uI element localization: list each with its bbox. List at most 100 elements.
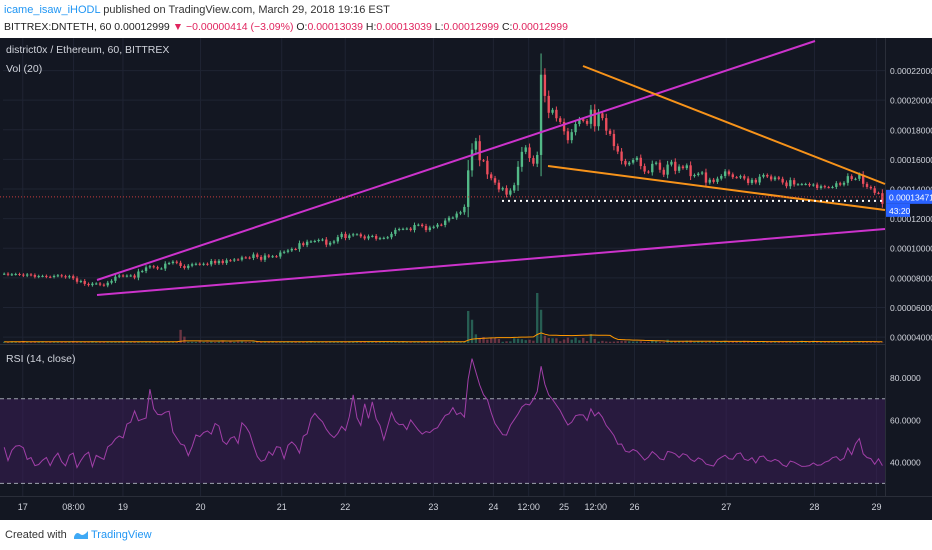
candle-body bbox=[716, 178, 719, 182]
candle-body bbox=[881, 193, 884, 204]
volume-bar bbox=[628, 341, 631, 343]
volume-bar bbox=[68, 341, 71, 343]
candle-body bbox=[585, 120, 589, 124]
candle-body bbox=[766, 174, 769, 177]
volume-bar bbox=[194, 341, 198, 343]
candle-body bbox=[363, 236, 366, 239]
volume-bar bbox=[187, 341, 190, 343]
candle-body bbox=[819, 186, 823, 188]
candle-body bbox=[190, 264, 194, 266]
time-tick-label: 25 bbox=[559, 502, 569, 512]
author-link[interactable]: icame_isaw_iHODL bbox=[4, 4, 101, 16]
lower-channel-line[interactable] bbox=[96, 228, 886, 296]
volume-bar bbox=[608, 341, 612, 343]
candle-body bbox=[743, 176, 746, 179]
candle-body bbox=[359, 234, 363, 237]
candle-body bbox=[789, 180, 792, 187]
candle-body bbox=[524, 147, 527, 152]
candle-body bbox=[570, 132, 573, 141]
volume-bar bbox=[869, 342, 873, 343]
volume-bar bbox=[14, 341, 17, 343]
candle-body bbox=[56, 275, 60, 277]
upper-wedge-line[interactable] bbox=[582, 65, 886, 185]
volume-bar bbox=[501, 341, 504, 343]
candle-body bbox=[861, 174, 865, 184]
volume-bar bbox=[677, 341, 681, 343]
candle-body bbox=[685, 165, 688, 169]
candle-body bbox=[294, 248, 297, 250]
volume-bar bbox=[355, 341, 359, 343]
chart-svg[interactable]: 0.00022000 0.00020000 0.00018000 0.00016000… bbox=[0, 38, 932, 520]
candle-body bbox=[639, 157, 642, 167]
candle-body bbox=[156, 267, 159, 269]
volume-bar bbox=[750, 342, 754, 343]
volume-bar bbox=[854, 342, 857, 343]
tradingview-link[interactable]: TradingView bbox=[91, 529, 152, 541]
volume-bar bbox=[144, 341, 148, 343]
volume-bar bbox=[309, 341, 313, 343]
candle-body bbox=[700, 172, 704, 174]
candle-body bbox=[325, 239, 328, 245]
candle-body bbox=[236, 259, 240, 261]
time-tick-label: 29 bbox=[872, 502, 882, 512]
candle-body bbox=[332, 241, 336, 243]
lower-wedge-line[interactable] bbox=[547, 165, 886, 211]
candle-body bbox=[858, 174, 861, 179]
volume-bar bbox=[712, 341, 715, 343]
candle-body bbox=[198, 263, 201, 265]
ohlc-line: BITTREX:DNTETH, 60 0.00012999 ▼ −0.00000… bbox=[4, 21, 568, 33]
candle-body bbox=[712, 179, 715, 182]
candle-body bbox=[233, 259, 236, 261]
volume-bar bbox=[551, 338, 554, 343]
volume-bar bbox=[336, 341, 340, 343]
volume-ma-line bbox=[4, 332, 883, 343]
volume-bar bbox=[56, 341, 60, 343]
candle-body bbox=[386, 237, 389, 239]
candle-body bbox=[493, 178, 497, 183]
volume-bar bbox=[26, 341, 29, 343]
volume-bar bbox=[589, 334, 593, 343]
volume-bar bbox=[256, 341, 259, 343]
candle-body bbox=[654, 162, 658, 164]
candle-body bbox=[559, 118, 562, 122]
candle-body bbox=[536, 154, 539, 164]
price-tick-label: 0.00016000 bbox=[890, 155, 932, 165]
candle-body bbox=[29, 274, 33, 276]
volume-bar bbox=[18, 341, 21, 343]
volume-bar bbox=[217, 341, 221, 343]
candle-body bbox=[317, 239, 320, 241]
candle-body bbox=[302, 243, 305, 246]
candle-body bbox=[723, 171, 727, 176]
candle-body bbox=[582, 119, 585, 121]
candle-body bbox=[869, 186, 873, 189]
price-tick-label: 0.00020000 bbox=[890, 96, 932, 106]
upper-channel-line[interactable] bbox=[96, 40, 816, 281]
candle-body bbox=[248, 257, 251, 259]
volume-bar bbox=[106, 341, 109, 343]
volume-bar bbox=[497, 338, 501, 343]
chart-area[interactable]: 0.00022000 0.00020000 0.00018000 0.00016000… bbox=[0, 38, 932, 520]
volume-bar bbox=[420, 342, 424, 343]
volume-bar bbox=[539, 309, 543, 343]
candle-body bbox=[217, 260, 221, 264]
volume-bar bbox=[835, 341, 838, 343]
candle-body bbox=[624, 160, 627, 165]
volume-bar bbox=[708, 341, 711, 343]
candle-body bbox=[643, 166, 646, 172]
volume-bar bbox=[620, 340, 623, 343]
change-value: −0.00000414 (−3.09%) bbox=[186, 21, 294, 33]
countdown-label: 43:20 bbox=[889, 206, 911, 216]
volume-bar bbox=[819, 341, 823, 343]
candle-body bbox=[394, 229, 397, 234]
volume-bar bbox=[513, 338, 516, 343]
candle-body bbox=[697, 173, 700, 175]
volume-bar bbox=[601, 340, 604, 343]
volume-bar bbox=[570, 339, 573, 343]
volume-bar bbox=[467, 310, 470, 343]
low-label: L: bbox=[434, 21, 444, 33]
rsi-line bbox=[3, 358, 883, 469]
chart-title: district0x / Ethereum, 60, BITTREX bbox=[6, 44, 169, 56]
candle-body bbox=[271, 256, 274, 258]
volume-bar bbox=[746, 341, 750, 343]
volume-bar bbox=[455, 341, 458, 343]
